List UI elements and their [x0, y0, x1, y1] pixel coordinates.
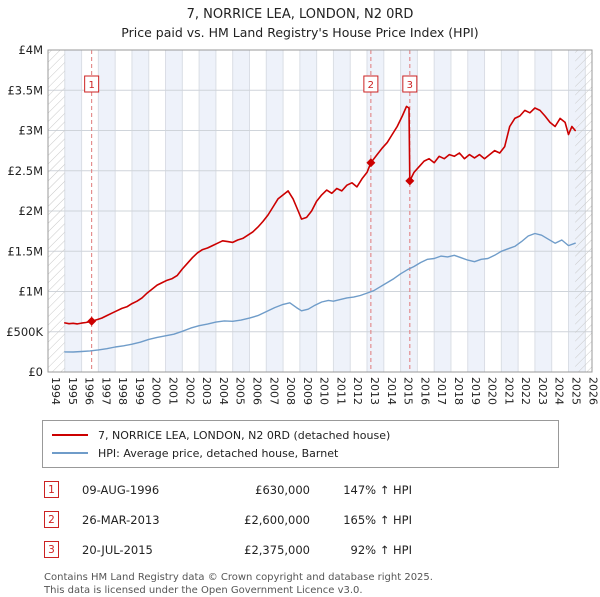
- svg-text:1995: 1995: [66, 377, 79, 405]
- sale-label-1: 1: [84, 75, 100, 93]
- svg-text:1997: 1997: [99, 377, 112, 405]
- no-data-hatch-right: [575, 50, 592, 372]
- legend-label-property: 7, NORRICE LEA, LONDON, N2 0RD (detached…: [98, 428, 391, 442]
- legend-item-property: 7, NORRICE LEA, LONDON, N2 0RD (detached…: [52, 426, 549, 444]
- svg-text:3: 3: [407, 80, 413, 91]
- transaction-date: 20-JUL-2015: [82, 542, 153, 557]
- no-data-hatch-left: [48, 50, 65, 372]
- legend-label-hpi: HPI: Average price, detached house, Barn…: [98, 446, 339, 460]
- svg-text:2022: 2022: [519, 377, 532, 405]
- transaction-date: 09-AUG-1996: [82, 482, 160, 497]
- table-row: 2 26-MAR-2013 £2,600,000 165% ↑ HPI: [44, 511, 600, 528]
- svg-text:2002: 2002: [183, 377, 196, 405]
- series-hpi-line: [64, 232, 576, 353]
- svg-text:2019: 2019: [469, 377, 482, 405]
- plot-border: [47, 49, 593, 373]
- x-axis-labels: 1994 1995 1996 1997 1998 1999 2000 2001 2002 2003…: [49, 377, 599, 405]
- svg-text:2005: 2005: [234, 377, 247, 405]
- transaction-number-badge: 3: [44, 541, 59, 558]
- svg-text:2020: 2020: [486, 377, 499, 405]
- transactions-table: 1 09-AUG-1996 £630,000 147% ↑ HPI 2 26-M…: [44, 481, 600, 558]
- sale-label-3: 3: [402, 75, 418, 93]
- hpi-line-swatch: [52, 452, 88, 454]
- price-chart: 1 2 3 £0 £500K £1M £1.5M £2M £2.5M £3M £3.5M £4M 199…: [6, 43, 599, 405]
- footer-line-2: This data is licensed under the Open Gov…: [44, 585, 363, 596]
- transaction-price: £2,375,000: [244, 542, 310, 557]
- svg-text:£2.5M: £2.5M: [7, 164, 43, 178]
- footer-line-1: Contains HM Land Registry data © Crown c…: [44, 572, 433, 583]
- svg-text:£1M: £1M: [18, 285, 43, 299]
- svg-text:2008: 2008: [284, 377, 297, 405]
- svg-text:2018: 2018: [452, 377, 465, 405]
- svg-text:2009: 2009: [301, 377, 314, 405]
- table-row: 1 09-AUG-1996 £630,000 147% ↑ HPI: [44, 481, 600, 498]
- sale-marker-3: [405, 176, 415, 186]
- transaction-number-badge: 2: [44, 511, 59, 528]
- copyright-footer: Contains HM Land Registry data © Crown c…: [44, 571, 600, 597]
- svg-text:2001: 2001: [167, 377, 180, 405]
- transaction-hpi: 92% ↑ HPI: [350, 542, 412, 557]
- svg-text:2017: 2017: [435, 377, 448, 405]
- transaction-number-badge: 1: [44, 481, 59, 498]
- page-title: 7, NORRICE LEA, LONDON, N2 0RD: [186, 7, 414, 22]
- svg-text:£3M: £3M: [18, 124, 43, 138]
- svg-text:2016: 2016: [418, 377, 431, 405]
- svg-text:£2M: £2M: [18, 204, 43, 218]
- svg-text:2: 2: [368, 80, 374, 91]
- svg-text:£3.5M: £3.5M: [7, 83, 43, 97]
- svg-text:2015: 2015: [402, 377, 415, 405]
- svg-text:1998: 1998: [116, 377, 129, 405]
- transaction-price: £2,600,000: [244, 512, 310, 527]
- transaction-date: 26-MAR-2013: [82, 512, 160, 527]
- svg-text:£4M: £4M: [18, 43, 43, 57]
- svg-text:2010: 2010: [318, 377, 331, 405]
- sale-marker-1: [87, 316, 97, 326]
- svg-text:£500K: £500K: [6, 325, 43, 339]
- svg-text:1996: 1996: [83, 377, 96, 405]
- sale-label-2: 2: [363, 75, 379, 93]
- chart-header: 7, NORRICE LEA, LONDON, N2 0RD Price pai…: [0, 0, 600, 40]
- legend-item-hpi: HPI: Average price, detached house, Barn…: [52, 444, 549, 462]
- svg-text:2006: 2006: [250, 377, 263, 405]
- svg-text:1994: 1994: [49, 377, 62, 405]
- svg-text:2021: 2021: [502, 377, 515, 405]
- property-line-swatch: [52, 434, 88, 436]
- svg-text:2026: 2026: [586, 377, 599, 405]
- svg-text:2003: 2003: [200, 377, 213, 405]
- svg-text:2014: 2014: [385, 377, 398, 405]
- svg-text:2000: 2000: [150, 377, 163, 405]
- svg-text:£0: £0: [28, 365, 43, 379]
- transaction-hpi: 147% ↑ HPI: [343, 482, 412, 497]
- series-property-line: [64, 105, 577, 325]
- transaction-price: £630,000: [255, 482, 310, 497]
- svg-text:2011: 2011: [334, 377, 347, 405]
- chart-legend: 7, NORRICE LEA, LONDON, N2 0RD (detached…: [42, 420, 559, 468]
- y-axis-labels: £0 £500K £1M £1.5M £2M £2.5M £3M £3.5M £4M: [6, 43, 43, 379]
- svg-text:2007: 2007: [267, 377, 280, 405]
- svg-text:2025: 2025: [569, 377, 582, 405]
- svg-text:1: 1: [88, 80, 94, 91]
- svg-text:2024: 2024: [553, 377, 566, 405]
- svg-text:2023: 2023: [536, 377, 549, 405]
- svg-text:2012: 2012: [351, 377, 364, 405]
- svg-text:2004: 2004: [217, 377, 230, 405]
- page-subtitle: Price paid vs. HM Land Registry's House …: [121, 25, 479, 40]
- svg-text:£1.5M: £1.5M: [7, 244, 43, 258]
- table-row: 3 20-JUL-2015 £2,375,000 92% ↑ HPI: [44, 541, 600, 558]
- sale-marker-2: [366, 158, 376, 168]
- svg-text:2013: 2013: [368, 377, 381, 405]
- svg-text:1999: 1999: [133, 377, 146, 405]
- transaction-hpi: 165% ↑ HPI: [343, 512, 412, 527]
